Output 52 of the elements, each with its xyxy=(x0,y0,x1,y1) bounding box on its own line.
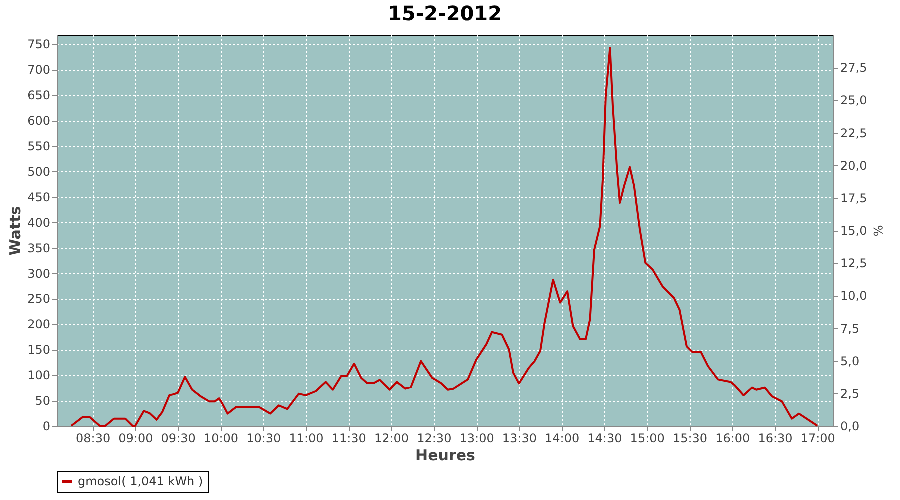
y-tick-label: 600 xyxy=(28,114,50,128)
y-tick-label: 200 xyxy=(28,318,50,332)
x-tick-label: 15:00 xyxy=(630,432,665,446)
y-tick-label: 0 xyxy=(42,420,50,434)
line-series xyxy=(70,47,819,427)
x-tick-label: 10:30 xyxy=(246,432,282,446)
x-tick-label: 11:00 xyxy=(289,432,324,446)
x-tick-label: 15:30 xyxy=(672,432,708,446)
y-tick-label: 500 xyxy=(28,164,50,179)
y2-tick-label: 27,5 xyxy=(840,61,868,76)
x-axis-title: Heures xyxy=(416,446,476,464)
y2-tick-label: 10,0 xyxy=(840,289,868,304)
y-tick-label: 700 xyxy=(28,63,50,78)
x-tick-label: 11:30 xyxy=(332,432,366,446)
x-tick-label: 16:30 xyxy=(758,432,793,446)
x-tick-label: 16:00 xyxy=(716,432,750,446)
y-tick-label: 550 xyxy=(28,139,50,154)
x-tick-label: 14:30 xyxy=(588,432,622,446)
x-tick-label: 13:30 xyxy=(502,432,537,446)
y-tick-label: 400 xyxy=(28,216,50,230)
x-tick-label: 09:30 xyxy=(161,432,196,446)
y-tick-label: 750 xyxy=(28,38,50,52)
x-tick-label: 10:00 xyxy=(204,432,239,446)
y2-tick-label: 12,5 xyxy=(840,256,868,271)
x-tick-label: 12:00 xyxy=(374,432,410,446)
y-axis-title: Watts xyxy=(6,206,25,256)
y2-tick-label: 7,5 xyxy=(840,322,860,336)
y2-tick-label: 25,0 xyxy=(840,94,868,108)
x-tick-label: 09:00 xyxy=(118,432,154,446)
y-tick-label: 300 xyxy=(28,266,50,281)
x-tick-label: 14:00 xyxy=(545,432,580,446)
y-tick-label: 100 xyxy=(28,368,50,383)
x-tick-label: 13:00 xyxy=(460,432,494,446)
x-tick-label: 08:30 xyxy=(76,432,111,446)
y-tick-label: 250 xyxy=(28,292,50,306)
y2-tick-label: 2,5 xyxy=(840,386,860,401)
x-tick-label: 17:00 xyxy=(800,432,836,446)
legend-label: gmosol( 1,041 kWh ) xyxy=(78,474,204,488)
y-tick-label: 450 xyxy=(28,190,50,204)
y-tick-label: 650 xyxy=(28,88,50,103)
y2-tick-label: 20,0 xyxy=(840,158,868,173)
y-tick-label: 150 xyxy=(28,343,50,358)
y2-tick-label: 17,5 xyxy=(840,191,868,206)
y2-tick-label: 15,0 xyxy=(840,224,868,238)
y2-tick-label: 5,0 xyxy=(840,354,860,368)
y-tick-label: 350 xyxy=(28,241,50,256)
y2-axis-title: % xyxy=(871,225,886,237)
chart-title: 15-2-2012 xyxy=(388,1,502,26)
y2-tick-label: 0,0 xyxy=(840,420,860,434)
x-tick-label: 12:30 xyxy=(417,432,452,446)
y-tick-label: 50 xyxy=(35,394,50,408)
y2-tick-label: 22,5 xyxy=(840,126,868,140)
